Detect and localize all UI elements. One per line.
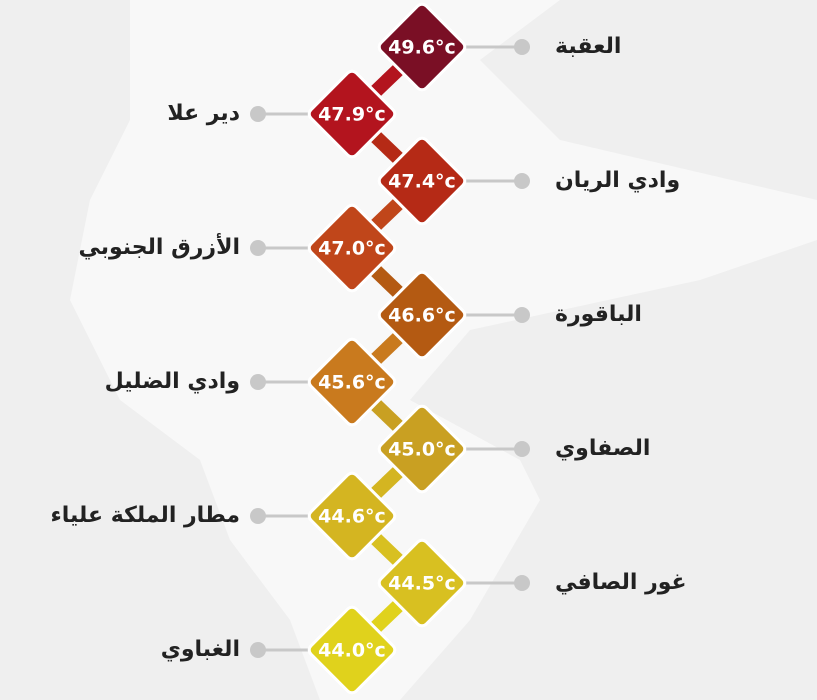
leader-dot — [514, 173, 530, 189]
leader-dot — [514, 307, 530, 323]
leader-dot — [250, 240, 266, 256]
items: 49.6°c العقبة 47.9°c دير علا 47.4°c وادي الري… — [51, 2, 687, 695]
value-label: 46.6°c — [388, 305, 456, 327]
value-label: 47.0°c — [318, 238, 386, 260]
leader-dot — [250, 374, 266, 390]
leader-dot — [514, 441, 530, 457]
diamond — [377, 2, 467, 92]
leader-dot — [250, 508, 266, 524]
location-label: الأزرق الجنوبي — [78, 232, 240, 260]
location-label: وادي الريان — [555, 168, 680, 193]
value-label: 45.6°c — [318, 372, 386, 394]
location-label: الباقورة — [555, 302, 642, 327]
location-label: العقبة — [555, 34, 621, 59]
diamond — [377, 136, 467, 226]
diamond — [377, 270, 467, 360]
diamond — [307, 605, 397, 695]
diamond — [377, 538, 467, 628]
value-label: 47.9°c — [318, 104, 386, 126]
diamond — [307, 203, 397, 293]
value-label: 44.0°c — [318, 640, 386, 662]
value-label: 45.0°c — [388, 439, 456, 461]
location-label: غور الصافي — [555, 570, 687, 595]
value-label: 47.4°c — [388, 171, 456, 193]
value-label: 44.5°c — [388, 573, 456, 595]
map-shape — [70, 0, 817, 700]
location-label: دير علا — [167, 101, 240, 126]
diamond — [307, 471, 397, 561]
value-label: 44.6°c — [318, 506, 386, 528]
location-label: الغباوي — [161, 637, 240, 662]
diamond — [377, 404, 467, 494]
diamond — [307, 69, 397, 159]
value-label: 49.6°c — [388, 37, 456, 59]
leader-dot — [250, 642, 266, 658]
location-label: مطار الملكة علياء — [51, 503, 240, 528]
leader-dot — [514, 575, 530, 591]
leader-dot — [514, 39, 530, 55]
diamond — [307, 337, 397, 427]
location-label: وادي الضليل — [105, 369, 240, 394]
leader-dot — [250, 106, 266, 122]
location-label: الصفاوي — [555, 436, 650, 461]
